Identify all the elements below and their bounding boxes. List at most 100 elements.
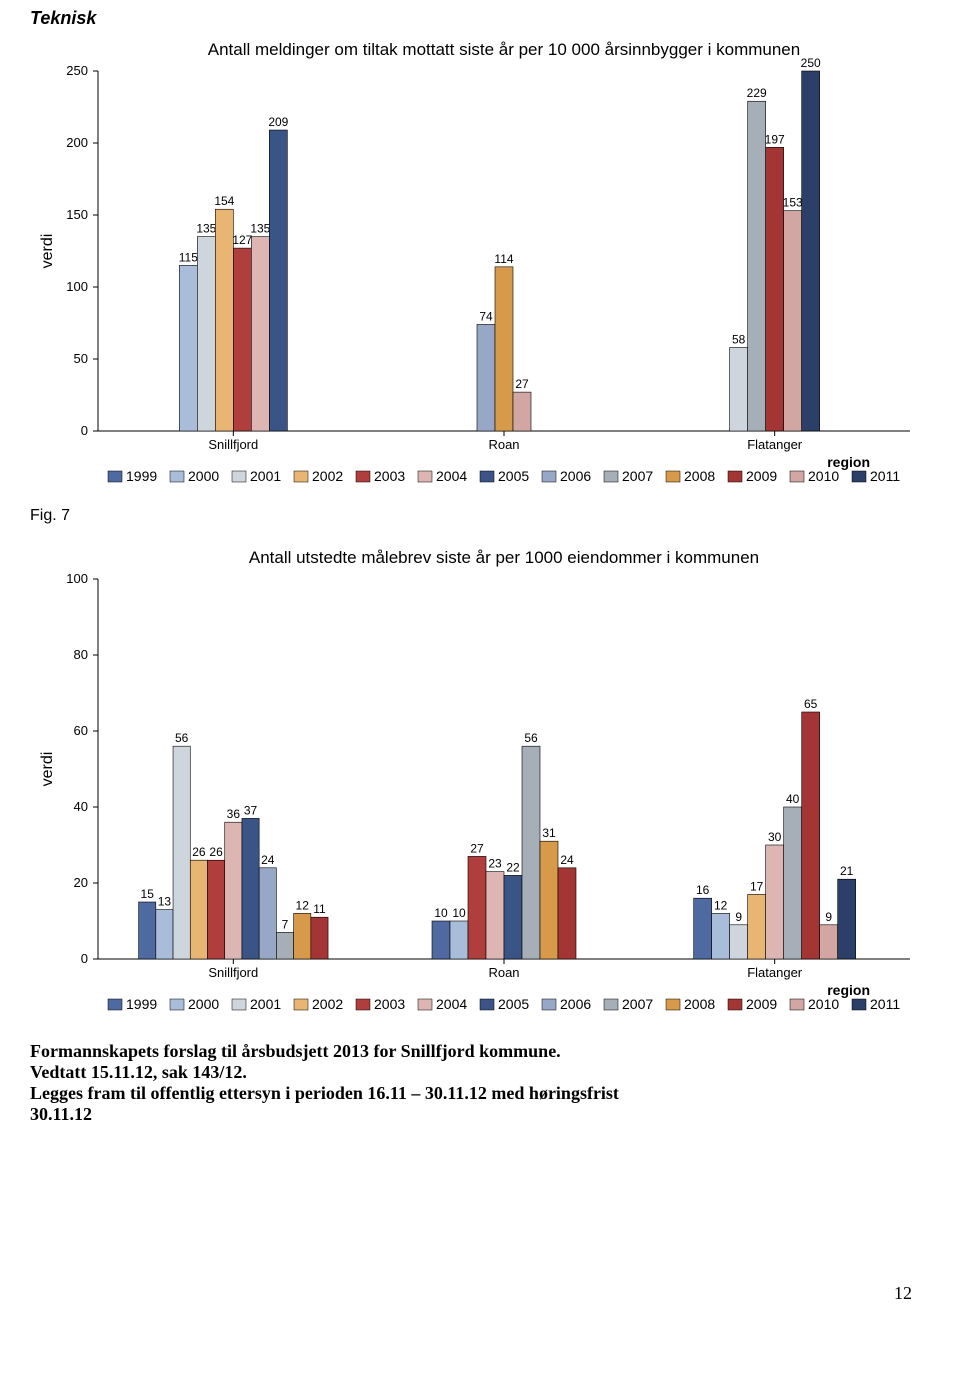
legend-swatch bbox=[294, 471, 308, 482]
svg-text:Flatanger: Flatanger bbox=[747, 965, 803, 980]
bar bbox=[156, 910, 173, 959]
legend-swatch bbox=[108, 471, 122, 482]
legend-swatch bbox=[232, 471, 246, 482]
bar bbox=[179, 265, 197, 431]
svg-text:7: 7 bbox=[282, 917, 289, 931]
svg-text:Snillfjord: Snillfjord bbox=[208, 965, 258, 980]
page-number: 12 bbox=[894, 1283, 912, 1304]
svg-text:200: 200 bbox=[66, 135, 88, 150]
legend-swatch bbox=[604, 471, 618, 482]
bar bbox=[432, 921, 450, 959]
svg-text:135: 135 bbox=[196, 222, 216, 236]
bar bbox=[766, 147, 784, 431]
svg-text:Roan: Roan bbox=[488, 965, 519, 980]
legend-swatch bbox=[542, 999, 556, 1010]
svg-text:60: 60 bbox=[74, 723, 88, 738]
svg-text:100: 100 bbox=[66, 571, 88, 586]
svg-text:154: 154 bbox=[214, 194, 234, 208]
legend-swatch bbox=[480, 999, 494, 1010]
legend-swatch bbox=[542, 471, 556, 482]
bar bbox=[173, 746, 190, 959]
svg-text:27: 27 bbox=[470, 841, 484, 855]
bar bbox=[504, 875, 522, 959]
svg-text:Antall meldinger om tiltak mot: Antall meldinger om tiltak mottatt siste… bbox=[208, 40, 800, 59]
bar bbox=[730, 925, 748, 959]
svg-text:197: 197 bbox=[765, 132, 785, 146]
legend-swatch bbox=[790, 999, 804, 1010]
legend-swatch bbox=[170, 471, 184, 482]
svg-text:36: 36 bbox=[227, 807, 241, 821]
svg-text:2006: 2006 bbox=[560, 996, 591, 1012]
chart-1: 050100150200250verdiAntall meldinger om … bbox=[30, 35, 930, 505]
bar bbox=[276, 932, 293, 959]
page-root: Teknisk 050100150200250verdiAntall meldi… bbox=[0, 0, 960, 1376]
section-heading: Teknisk bbox=[30, 8, 930, 29]
bar bbox=[694, 898, 712, 959]
bar bbox=[251, 237, 269, 431]
svg-text:Antall utstedte målebrev siste: Antall utstedte målebrev siste år per 10… bbox=[249, 548, 759, 567]
legend-swatch bbox=[480, 471, 494, 482]
svg-text:20: 20 bbox=[74, 875, 88, 890]
svg-text:verdi: verdi bbox=[39, 752, 56, 787]
legend-swatch bbox=[666, 999, 680, 1010]
bar bbox=[294, 913, 311, 959]
legend-swatch bbox=[604, 999, 618, 1010]
bar bbox=[477, 324, 495, 431]
footer-line-4: 30.11.12 bbox=[30, 1104, 930, 1125]
bar bbox=[802, 712, 820, 959]
svg-text:2003: 2003 bbox=[374, 468, 405, 484]
svg-text:10: 10 bbox=[452, 906, 466, 920]
svg-text:2007: 2007 bbox=[622, 468, 653, 484]
svg-text:2010: 2010 bbox=[808, 468, 839, 484]
bar bbox=[784, 807, 802, 959]
svg-text:2004: 2004 bbox=[436, 468, 467, 484]
bar bbox=[513, 392, 531, 431]
bar bbox=[259, 868, 276, 959]
svg-text:0: 0 bbox=[81, 951, 88, 966]
legend-swatch bbox=[790, 471, 804, 482]
svg-text:250: 250 bbox=[801, 56, 821, 70]
bar bbox=[215, 209, 233, 431]
svg-text:2008: 2008 bbox=[684, 468, 715, 484]
svg-text:115: 115 bbox=[179, 250, 198, 264]
legend-swatch bbox=[356, 999, 370, 1010]
svg-text:1999: 1999 bbox=[126, 468, 157, 484]
svg-text:10: 10 bbox=[434, 906, 448, 920]
svg-text:37: 37 bbox=[244, 803, 258, 817]
svg-text:150: 150 bbox=[66, 207, 88, 222]
bar bbox=[730, 347, 748, 431]
svg-text:12: 12 bbox=[714, 898, 728, 912]
svg-text:verdi: verdi bbox=[39, 234, 56, 269]
svg-text:31: 31 bbox=[542, 826, 556, 840]
footer-line-3: Legges fram til offentlig ettersyn i per… bbox=[30, 1083, 930, 1104]
svg-text:17: 17 bbox=[750, 879, 764, 893]
bar bbox=[486, 872, 504, 959]
bar bbox=[139, 902, 156, 959]
svg-text:24: 24 bbox=[560, 853, 574, 867]
svg-text:2002: 2002 bbox=[312, 468, 343, 484]
svg-text:2001: 2001 bbox=[250, 996, 281, 1012]
svg-text:58: 58 bbox=[732, 332, 746, 346]
footer-line-2: Vedtatt 15.11.12, sak 143/12. bbox=[30, 1062, 930, 1083]
svg-text:11: 11 bbox=[313, 902, 326, 916]
legend-swatch bbox=[418, 999, 432, 1010]
svg-text:30: 30 bbox=[768, 830, 782, 844]
bar bbox=[522, 746, 540, 959]
bar bbox=[712, 913, 730, 959]
footer-block: Formannskapets forslag til årsbudsjett 2… bbox=[30, 1041, 930, 1125]
svg-text:2009: 2009 bbox=[746, 996, 777, 1012]
bar bbox=[495, 267, 513, 431]
svg-text:Roan: Roan bbox=[488, 437, 519, 452]
svg-text:2000: 2000 bbox=[188, 468, 219, 484]
legend-swatch bbox=[728, 999, 742, 1010]
legend-swatch bbox=[294, 999, 308, 1010]
chart-2: 020406080100verdiAntall utstedte målebre… bbox=[30, 529, 930, 1037]
fig-7-caption: Fig. 7 bbox=[30, 507, 930, 525]
bar bbox=[748, 894, 766, 959]
svg-text:22: 22 bbox=[506, 860, 520, 874]
svg-text:229: 229 bbox=[747, 86, 767, 100]
svg-text:9: 9 bbox=[735, 910, 742, 924]
svg-text:13: 13 bbox=[158, 895, 172, 909]
svg-text:2003: 2003 bbox=[374, 996, 405, 1012]
svg-text:2005: 2005 bbox=[498, 996, 529, 1012]
